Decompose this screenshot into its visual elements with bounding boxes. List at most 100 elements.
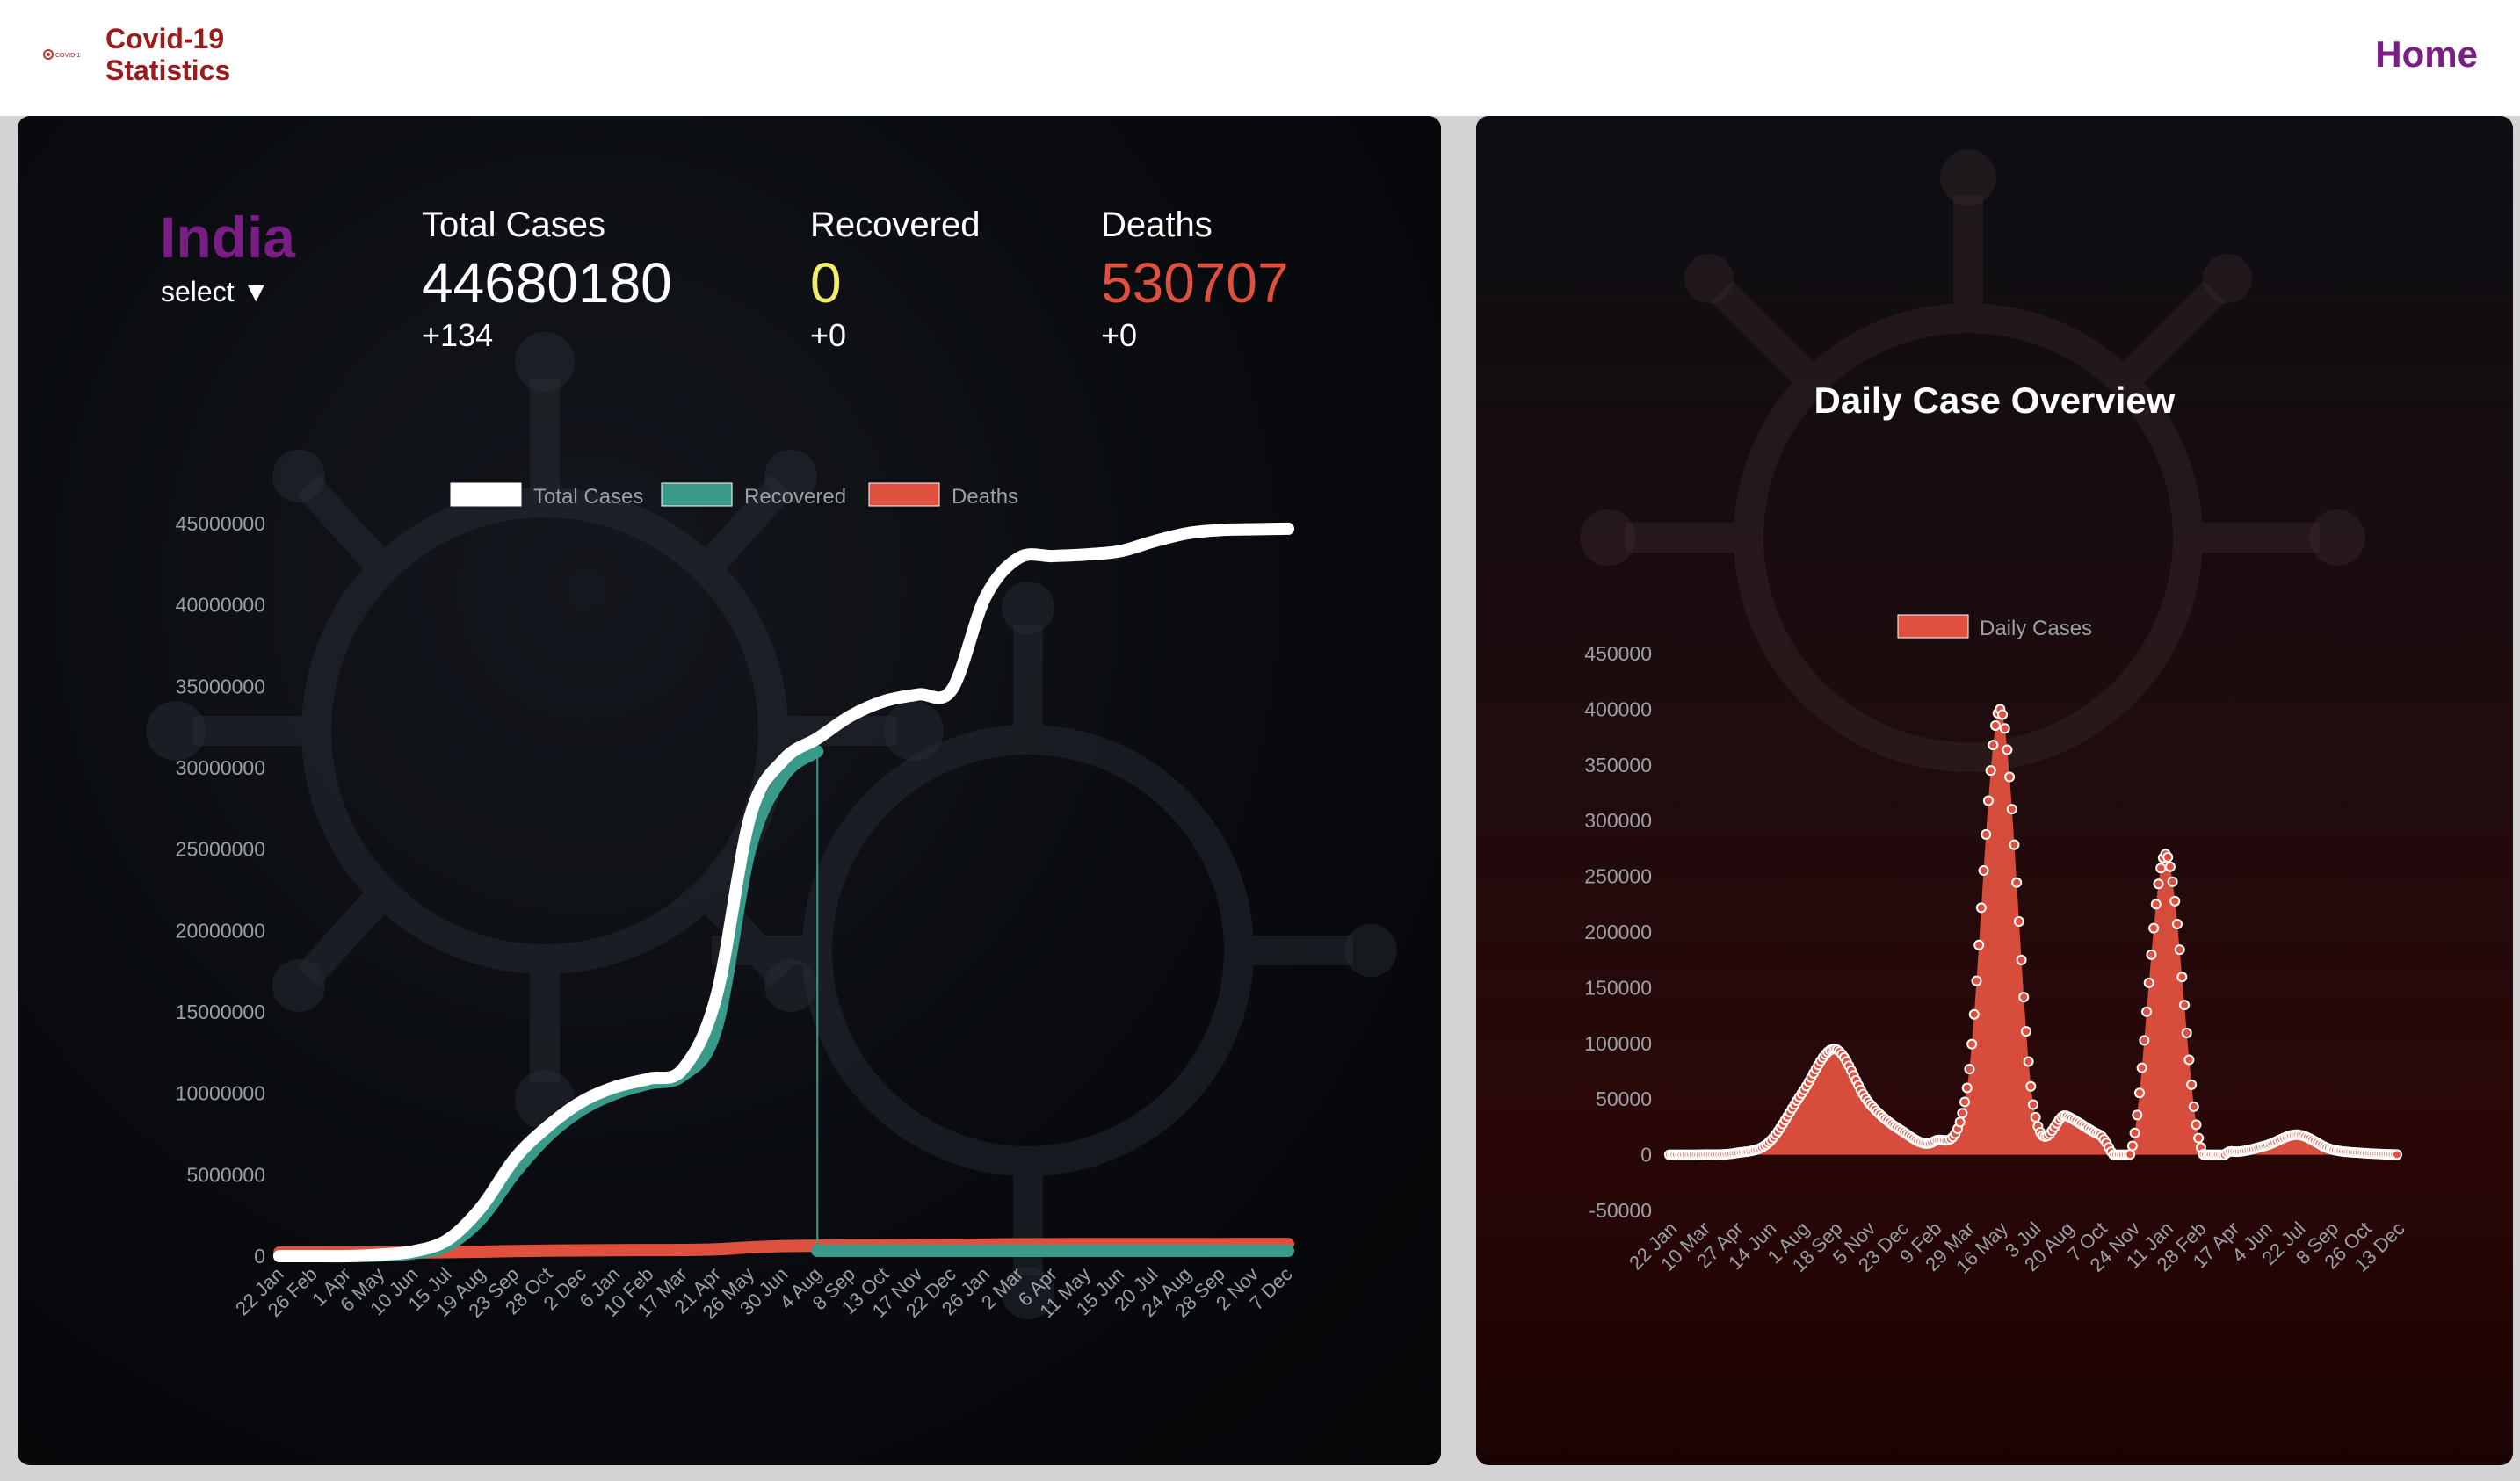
legend-label-1[interactable]: Recovered <box>744 485 846 509</box>
daily-data-point[interactable] <box>2141 1006 2153 1017</box>
daily-y-tick-label: -50000 <box>1589 1199 1652 1222</box>
country-select-dropdown[interactable]: select ▼ <box>161 276 271 307</box>
legend-swatch-1[interactable] <box>661 482 733 507</box>
daily-data-point[interactable] <box>1997 709 2009 720</box>
daily-data-point[interactable] <box>1964 1064 1975 1075</box>
daily-data-point[interactable] <box>1961 1082 1973 1094</box>
daily-data-point[interactable] <box>2167 876 2178 887</box>
daily-data-point[interactable] <box>1982 795 1994 806</box>
daily-data-point[interactable] <box>1999 723 2010 734</box>
brand-title[interactable]: Covid-19 Statistics <box>105 23 230 86</box>
daily-data-point[interactable] <box>2018 992 2030 1003</box>
navbar: COVID-19 Covid-19 Statistics Home <box>0 0 2520 116</box>
y-tick-label: 40000000 <box>176 594 265 617</box>
daily-data-point[interactable] <box>2392 1149 2402 1160</box>
daily-data-point[interactable] <box>2133 1087 2145 1099</box>
daily-data-point[interactable] <box>1985 765 1996 777</box>
daily-data-point[interactable] <box>2129 1127 2140 1138</box>
legend-swatch-daily[interactable] <box>1897 614 1969 639</box>
daily-data-point[interactable] <box>1966 1038 1978 1050</box>
daily-data-point[interactable] <box>2174 944 2185 956</box>
daily-data-point[interactable] <box>2023 1056 2034 1067</box>
daily-y-tick-label: 50000 <box>1596 1087 1652 1110</box>
daily-data-point[interactable] <box>1981 828 1992 840</box>
daily-data-point[interactable] <box>2125 1149 2136 1160</box>
daily-data-point[interactable] <box>2013 915 2024 927</box>
daily-data-point[interactable] <box>1959 1096 1971 1108</box>
daily-y-tick-label: 450000 <box>1584 642 1652 665</box>
daily-data-point[interactable] <box>2153 878 2164 890</box>
daily-data-point[interactable] <box>2132 1109 2143 1121</box>
deaths-value: 530707 <box>1101 251 1289 314</box>
daily-data-point[interactable] <box>2188 1101 2199 1112</box>
daily-data-point[interactable] <box>2191 1119 2202 1131</box>
cumulative-panel: India select ▼ Total Cases 44680180 +134… <box>18 116 1441 1465</box>
series-line-recovered[interactable] <box>273 745 824 1263</box>
home-link[interactable]: Home <box>2375 33 2478 75</box>
y-tick-label: 10000000 <box>176 1082 265 1105</box>
daily-data-point[interactable] <box>2020 1026 2031 1037</box>
daily-data-point[interactable] <box>2028 1099 2038 1110</box>
daily-data-point[interactable] <box>2162 851 2174 863</box>
daily-data-point[interactable] <box>2006 804 2017 815</box>
daily-data-point[interactable] <box>2146 949 2157 960</box>
daily-data-point[interactable] <box>1968 1008 1980 1020</box>
daily-data-point[interactable] <box>1978 865 1989 877</box>
daily-data-point[interactable] <box>2126 1140 2138 1152</box>
daily-data-point[interactable] <box>1989 719 2001 731</box>
daily-data-point[interactable] <box>2009 839 2020 850</box>
total-cases-stat: Total Cases 44680180 +134 <box>422 204 672 355</box>
daily-data-point[interactable] <box>1971 975 1982 986</box>
daily-data-point[interactable] <box>2155 863 2167 874</box>
y-tick-label: 5000000 <box>186 1163 265 1186</box>
daily-cases-chart[interactable]: Daily Cases 450000 400000 350000 300000 25000… <box>1476 116 2513 1465</box>
brand-line-2: Statistics <box>105 54 231 86</box>
legend-label-daily[interactable]: Daily Cases <box>1980 617 2092 640</box>
daily-data-point[interactable] <box>2179 1000 2191 1011</box>
daily-data-point[interactable] <box>2148 922 2160 934</box>
daily-y-tick-label: 200000 <box>1584 921 1652 943</box>
daily-data-point[interactable] <box>2150 899 2162 910</box>
daily-data-point[interactable] <box>1975 902 1987 914</box>
covid-logo-icon[interactable]: COVID-19 <box>42 44 81 65</box>
daily-data-point[interactable] <box>2011 877 2023 888</box>
daily-data-point[interactable] <box>2183 1054 2195 1066</box>
daily-data-point[interactable] <box>1957 1108 1968 1119</box>
daily-data-point[interactable] <box>2143 977 2154 988</box>
daily-data-point[interactable] <box>2016 954 2027 965</box>
daily-data-point[interactable] <box>2181 1027 2192 1038</box>
legend-swatch-0[interactable] <box>450 482 522 507</box>
y-tick-label: 0 <box>254 1245 265 1268</box>
daily-data-point[interactable] <box>2139 1035 2150 1046</box>
daily-data-point[interactable] <box>2193 1132 2205 1144</box>
daily-data-point[interactable] <box>1988 740 1999 751</box>
daily-data-point[interactable] <box>2164 861 2176 872</box>
daily-y-tick-label: 150000 <box>1584 976 1652 999</box>
daily-data-point[interactable] <box>2171 918 2183 929</box>
daily-data-point[interactable] <box>2136 1062 2147 1073</box>
recovered-delta: +0 <box>810 317 847 353</box>
daily-data-point[interactable] <box>2186 1079 2198 1090</box>
deaths-delta: +0 <box>1101 317 1138 353</box>
cumulative-line-chart[interactable]: Total Cases Recovered Deaths 45000000 400000… <box>18 116 1441 1465</box>
daily-data-point[interactable] <box>2025 1080 2037 1092</box>
daily-data-point[interactable] <box>1954 1116 1966 1128</box>
legend-label-0[interactable]: Total Cases <box>533 485 643 509</box>
y-tick-label: 20000000 <box>176 919 265 942</box>
series-line-total-cases[interactable] <box>273 522 1294 1263</box>
recovered-value: 0 <box>810 251 842 314</box>
daily-data-point[interactable] <box>1973 939 1985 950</box>
daily-y-tick-label: 300000 <box>1584 809 1652 832</box>
daily-data-point[interactable] <box>2169 895 2181 907</box>
legend-swatch-2[interactable] <box>868 482 940 507</box>
daily-data-point[interactable] <box>2004 771 2016 783</box>
y-tick-label: 35000000 <box>176 675 265 697</box>
brand-line-1: Covid-19 <box>105 23 225 54</box>
daily-data-point[interactable] <box>2030 1111 2041 1123</box>
daily-y-tick-label: 400000 <box>1584 697 1652 720</box>
daily-panel: Daily Case Overview Daily Cases 450000 400… <box>1476 116 2513 1465</box>
legend-label-2[interactable]: Deaths <box>952 485 1018 509</box>
deaths-stat: Deaths 530707 +0 <box>1101 204 1289 355</box>
daily-data-point[interactable] <box>2002 744 2013 755</box>
daily-data-point[interactable] <box>2176 972 2188 983</box>
